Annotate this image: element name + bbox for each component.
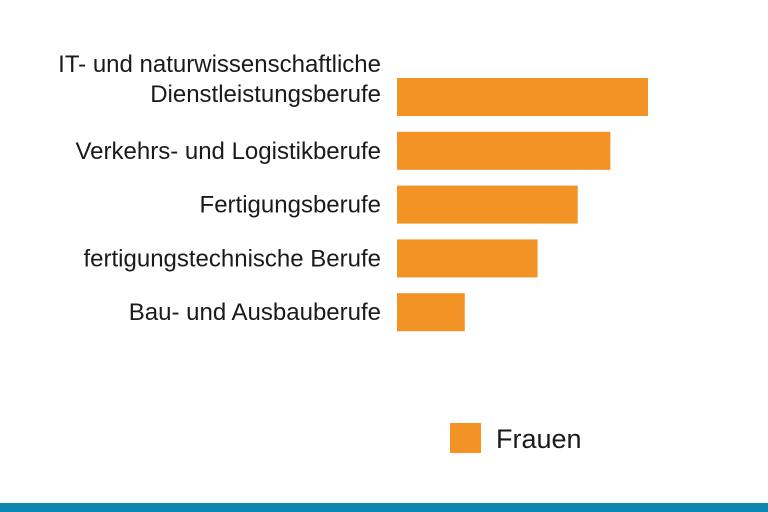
category-label: IT- und naturwissenschaftliche Dienstleis… [58, 51, 381, 108]
bar [397, 185, 578, 224]
legend-label: Frauen [496, 424, 582, 454]
bar [397, 239, 538, 278]
category-label: Fertigungsberufe [200, 192, 381, 219]
bottom-stripe [0, 503, 768, 512]
category-label: Bau- und Ausbauberufe [129, 299, 381, 326]
bar [397, 131, 611, 170]
bar [397, 78, 648, 116]
bar [397, 293, 465, 332]
legend-swatch [450, 423, 481, 453]
category-label: Verkehrs- und Logistikberufe [75, 138, 381, 165]
category-label: fertigungstechnische Berufe [83, 245, 381, 272]
